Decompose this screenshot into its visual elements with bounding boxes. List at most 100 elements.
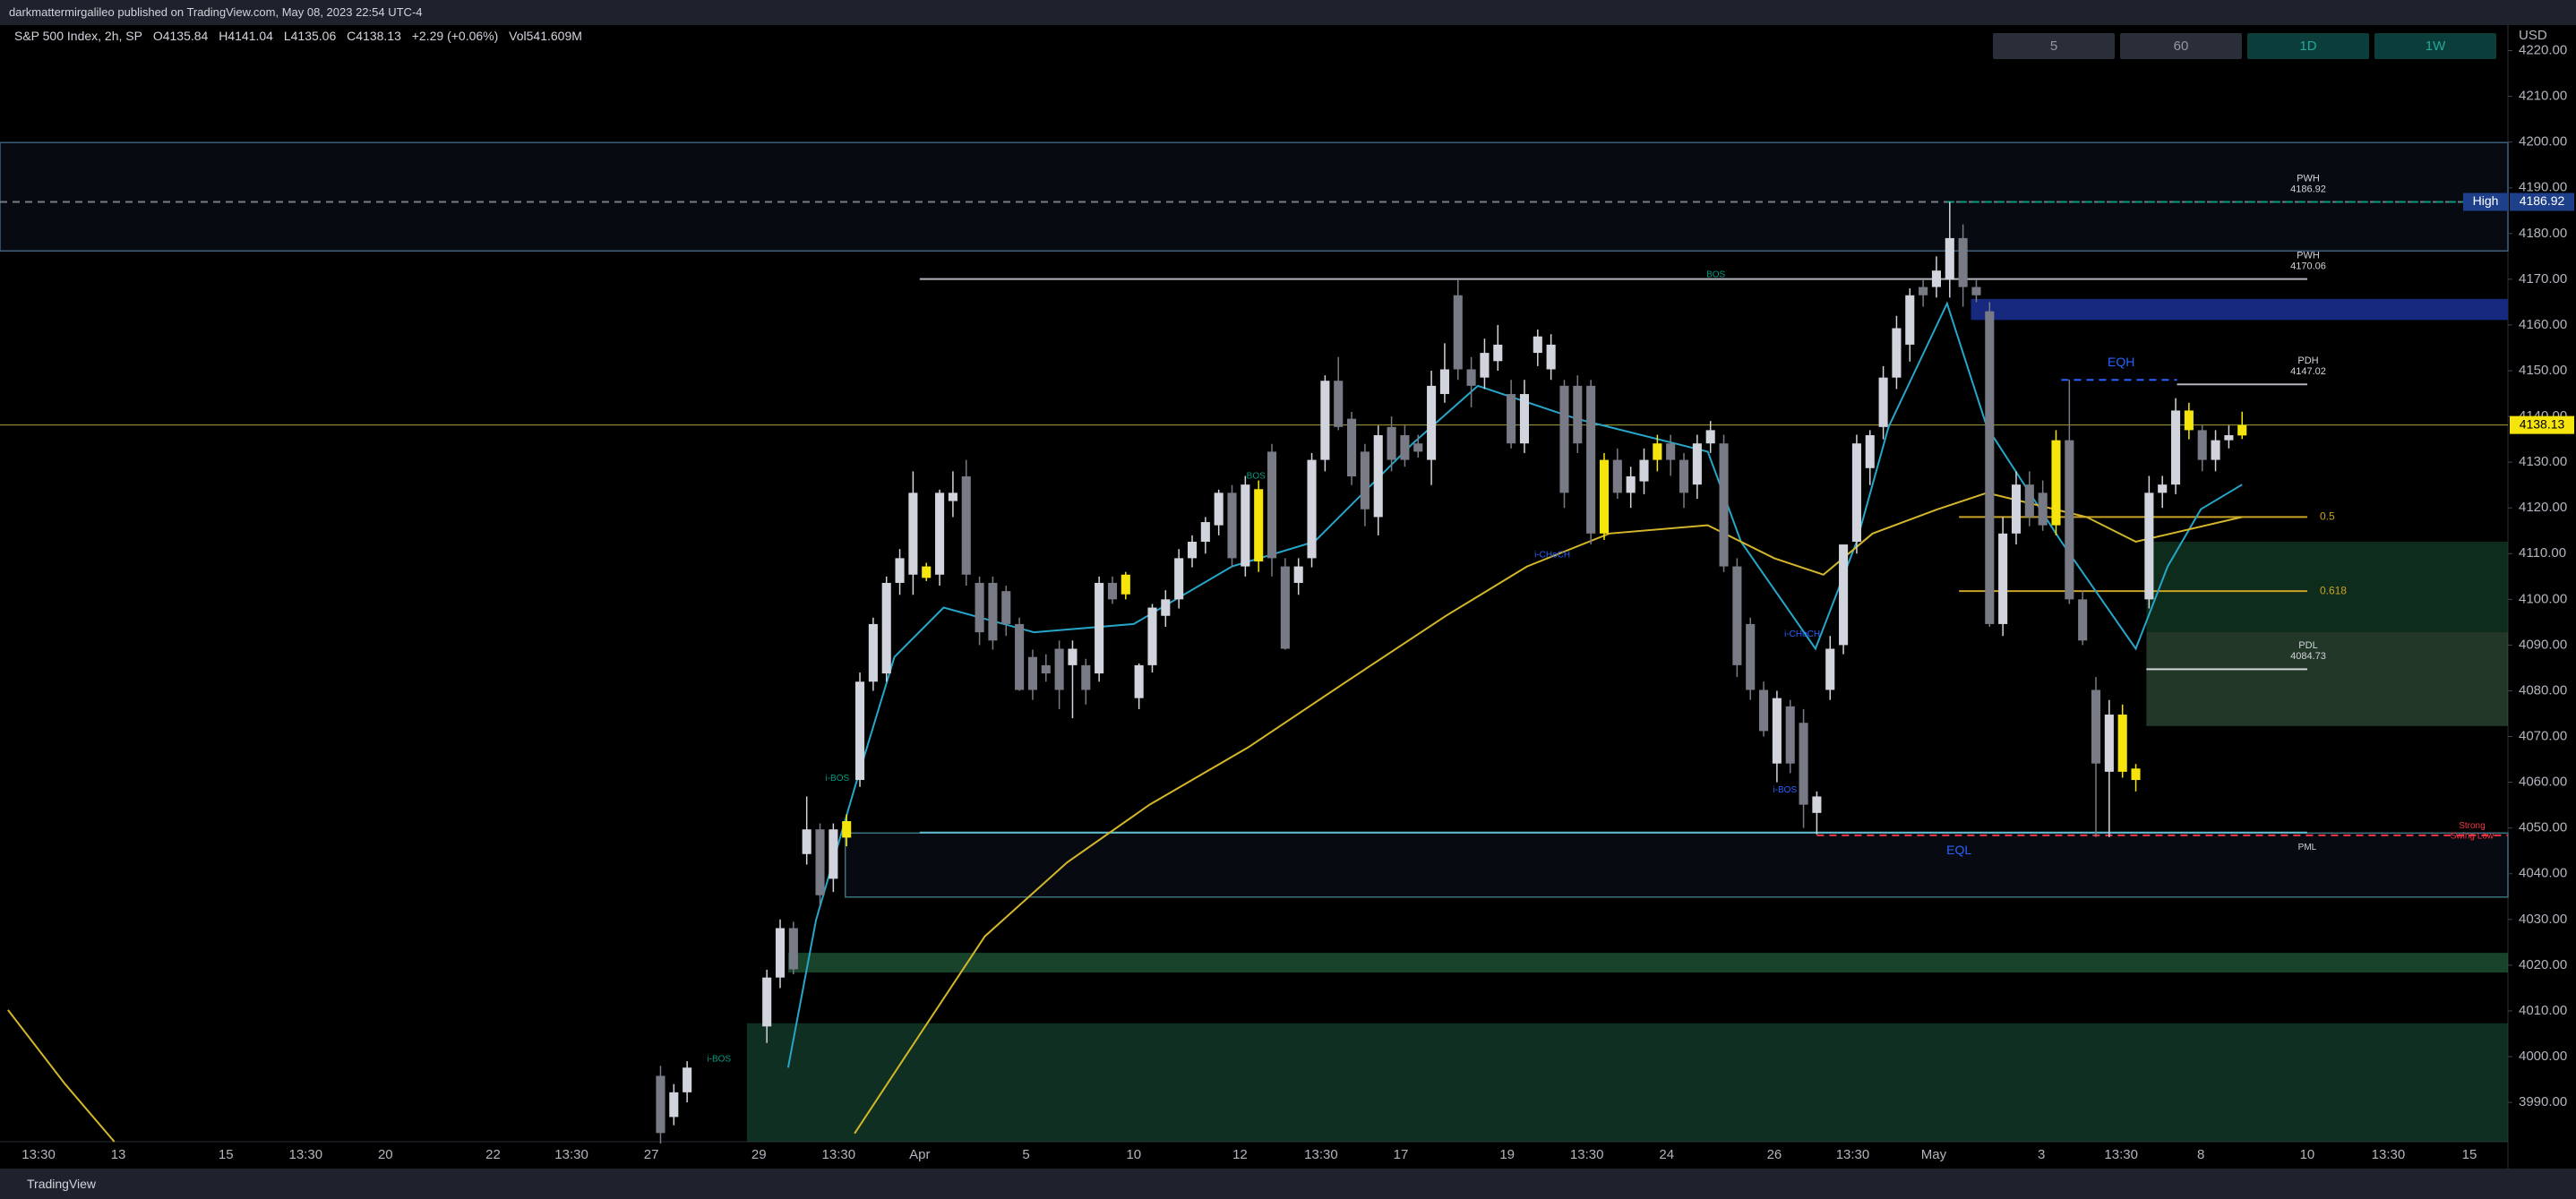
candle-body [1799, 723, 1808, 805]
candle-body [683, 1067, 692, 1092]
candle-body [1293, 566, 1303, 583]
candle-body [1095, 582, 1104, 674]
y-tick-label: 4160.00 [2519, 317, 2567, 332]
candle-body [1466, 369, 1476, 386]
level-label: PDL [2298, 640, 2317, 651]
candle-body [1971, 287, 1981, 295]
interval-button[interactable]: 1W [2374, 33, 2496, 59]
candle-body [1985, 311, 1995, 624]
candle-body [1892, 328, 1902, 378]
candle-body [1679, 459, 1689, 493]
x-tick-label: May [1921, 1147, 1947, 1162]
candle-body [829, 829, 838, 879]
level-value: 4186.92 [2290, 184, 2326, 194]
candle-body [2158, 484, 2168, 493]
candle-body [1586, 385, 1596, 534]
candle-body [1107, 582, 1118, 600]
candle-body [1919, 287, 1928, 295]
candle-body [2144, 492, 2154, 600]
y-tick-label: 4120.00 [2519, 500, 2567, 515]
y-tick-label: 4010.00 [2519, 1003, 2567, 1018]
candle-body [1134, 664, 1144, 698]
x-tick-label: 13:30 [2372, 1147, 2406, 1162]
candle-body [2038, 492, 2048, 526]
x-tick-label: Apr [909, 1147, 930, 1162]
candle-body [868, 623, 878, 682]
level-label: PDH [2297, 355, 2318, 366]
interval-button[interactable]: 5 [1993, 33, 2115, 59]
x-tick-label: 19 [1499, 1147, 1515, 1162]
candle-body [961, 475, 971, 575]
x-tick-label: 13:30 [1304, 1147, 1338, 1162]
level-value: 4084.73 [2290, 651, 2326, 662]
y-tick-label: 4040.00 [2519, 866, 2567, 881]
candle-body [1427, 385, 1437, 460]
candle-body [1931, 270, 1941, 287]
candle-body [1373, 435, 1383, 518]
candle-body [2078, 599, 2088, 641]
last-price-tag-bg [2510, 415, 2574, 434]
candle-body [1400, 435, 1410, 460]
x-tick-label: 24 [1659, 1147, 1674, 1162]
candle-body [1666, 443, 1676, 460]
x-tick-label: 22 [485, 1147, 501, 1162]
fib-label: 0.618 [2320, 584, 2347, 596]
y-tick-label: 4150.00 [2519, 363, 2567, 378]
candle-body [1905, 295, 1915, 345]
annotation: i-BOS [1773, 785, 1797, 795]
candle-body [1334, 381, 1344, 427]
zone [2146, 541, 2508, 633]
candle-body [1599, 459, 1610, 534]
zone [1971, 298, 2508, 321]
interval-buttons: 5 60 1D 1W [1993, 33, 2496, 59]
y-tick-label: 4110.00 [2519, 545, 2566, 561]
y-tick-label: 3990.00 [2519, 1094, 2567, 1109]
x-tick-label: 8 [2197, 1147, 2204, 1162]
candle-body [1161, 599, 1171, 616]
annotation: i-BOS [825, 774, 849, 784]
y-tick-label: 4000.00 [2519, 1049, 2567, 1064]
y-tick-label: 4200.00 [2519, 134, 2567, 150]
candle-body [1267, 451, 1277, 559]
annotation: BOS [1706, 270, 1725, 279]
symbol: S&P 500 Index, 2h, SP [14, 29, 142, 43]
candle-body [1865, 435, 1875, 468]
candle-body [2091, 689, 2101, 764]
legend: S&P 500 Index, 2h, SP O4135.84 H4141.04 … [14, 29, 589, 43]
candle-body [1068, 648, 1078, 665]
x-tick-label: 15 [219, 1147, 234, 1162]
level-label: PWH [2297, 173, 2320, 184]
candle-body [788, 928, 798, 970]
x-tick-label: 13:30 [2104, 1147, 2138, 1162]
candle-body [1825, 648, 1835, 690]
high-tag-value: 4186.92 [2520, 193, 2565, 208]
candle-body [1559, 385, 1569, 493]
candle-body [2170, 410, 2181, 485]
annotation: i-BOS [707, 1055, 731, 1065]
candle-body [1174, 558, 1184, 600]
candle-body [1812, 796, 1822, 813]
high-tag-label: High [2473, 193, 2499, 208]
candle-body [1692, 443, 1702, 485]
y-tick-label: 4210.00 [2519, 89, 2567, 104]
candle-body [775, 928, 786, 978]
interval-button[interactable]: 60 [2120, 33, 2242, 59]
x-tick-label: 20 [378, 1147, 393, 1162]
y-tick-label: 4050.00 [2519, 820, 2567, 835]
x-tick-label: 13 [111, 1147, 126, 1162]
published: darkmattermirgalileo published on Tradin… [9, 5, 423, 19]
y-tick-label: 4170.00 [2519, 271, 2567, 287]
candle-body [2131, 768, 2141, 781]
candle-body [1851, 443, 1861, 542]
candle-body [2237, 424, 2247, 436]
x-tick-label: 12 [1232, 1147, 1248, 1162]
candle-body [1227, 492, 1237, 559]
candle-body [1746, 623, 1756, 690]
high-tag-bg [2510, 193, 2574, 211]
candle-body [975, 582, 984, 633]
candle-body [1839, 544, 1849, 646]
x-tick-label: 5 [1022, 1147, 1029, 1162]
candle-body [1998, 533, 2008, 624]
candle-body [1453, 295, 1463, 370]
interval-button[interactable]: 1D [2247, 33, 2369, 59]
